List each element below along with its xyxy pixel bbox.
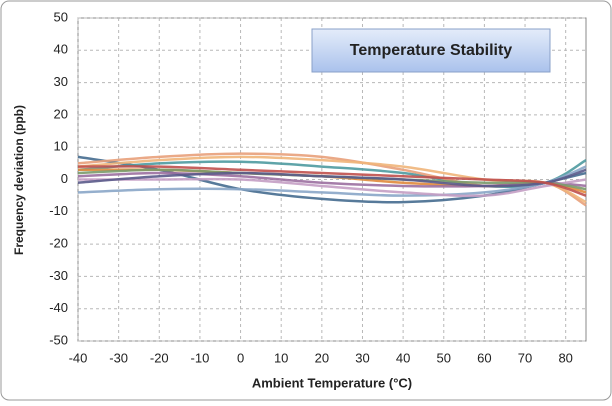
y-tick-label: 10 bbox=[54, 139, 68, 154]
x-tick-label: -40 bbox=[69, 350, 88, 365]
x-tick-label: -30 bbox=[109, 350, 128, 365]
x-axis-title: Ambient Temperature (°C) bbox=[252, 375, 412, 390]
y-tick-label: -20 bbox=[49, 236, 68, 251]
chart-title: Temperature Stability bbox=[350, 42, 513, 59]
x-tick-label: 10 bbox=[274, 350, 288, 365]
y-tick-label: -10 bbox=[49, 203, 68, 218]
y-tick-label: 0 bbox=[61, 171, 68, 186]
x-tick-label: 80 bbox=[558, 350, 572, 365]
y-tick-label: 20 bbox=[54, 106, 68, 121]
series-line bbox=[78, 177, 587, 198]
y-tick-label: 30 bbox=[54, 74, 68, 89]
y-tick-label: 40 bbox=[54, 42, 68, 57]
x-tick-label: -20 bbox=[150, 350, 169, 365]
y-tick-label: -40 bbox=[49, 300, 68, 315]
x-tick-label: -10 bbox=[191, 350, 210, 365]
x-tick-label: 70 bbox=[518, 350, 532, 365]
y-axis-title: Frequency deviation (ppb) bbox=[12, 105, 26, 255]
y-tick-label: -30 bbox=[49, 268, 68, 283]
series-line bbox=[77, 165, 587, 197]
x-tick-label: 30 bbox=[355, 350, 369, 365]
series-line bbox=[77, 165, 587, 197]
x-tick-label: 0 bbox=[237, 350, 244, 365]
series-line bbox=[77, 168, 587, 188]
y-tick-label: 50 bbox=[54, 9, 68, 24]
y-tick-label: -50 bbox=[49, 332, 68, 347]
x-tick-label: 50 bbox=[437, 350, 451, 365]
x-tick-label: 40 bbox=[396, 350, 410, 365]
x-tick-label: 20 bbox=[315, 350, 329, 365]
x-tick-label: 60 bbox=[477, 350, 491, 365]
title-box bbox=[311, 28, 551, 73]
